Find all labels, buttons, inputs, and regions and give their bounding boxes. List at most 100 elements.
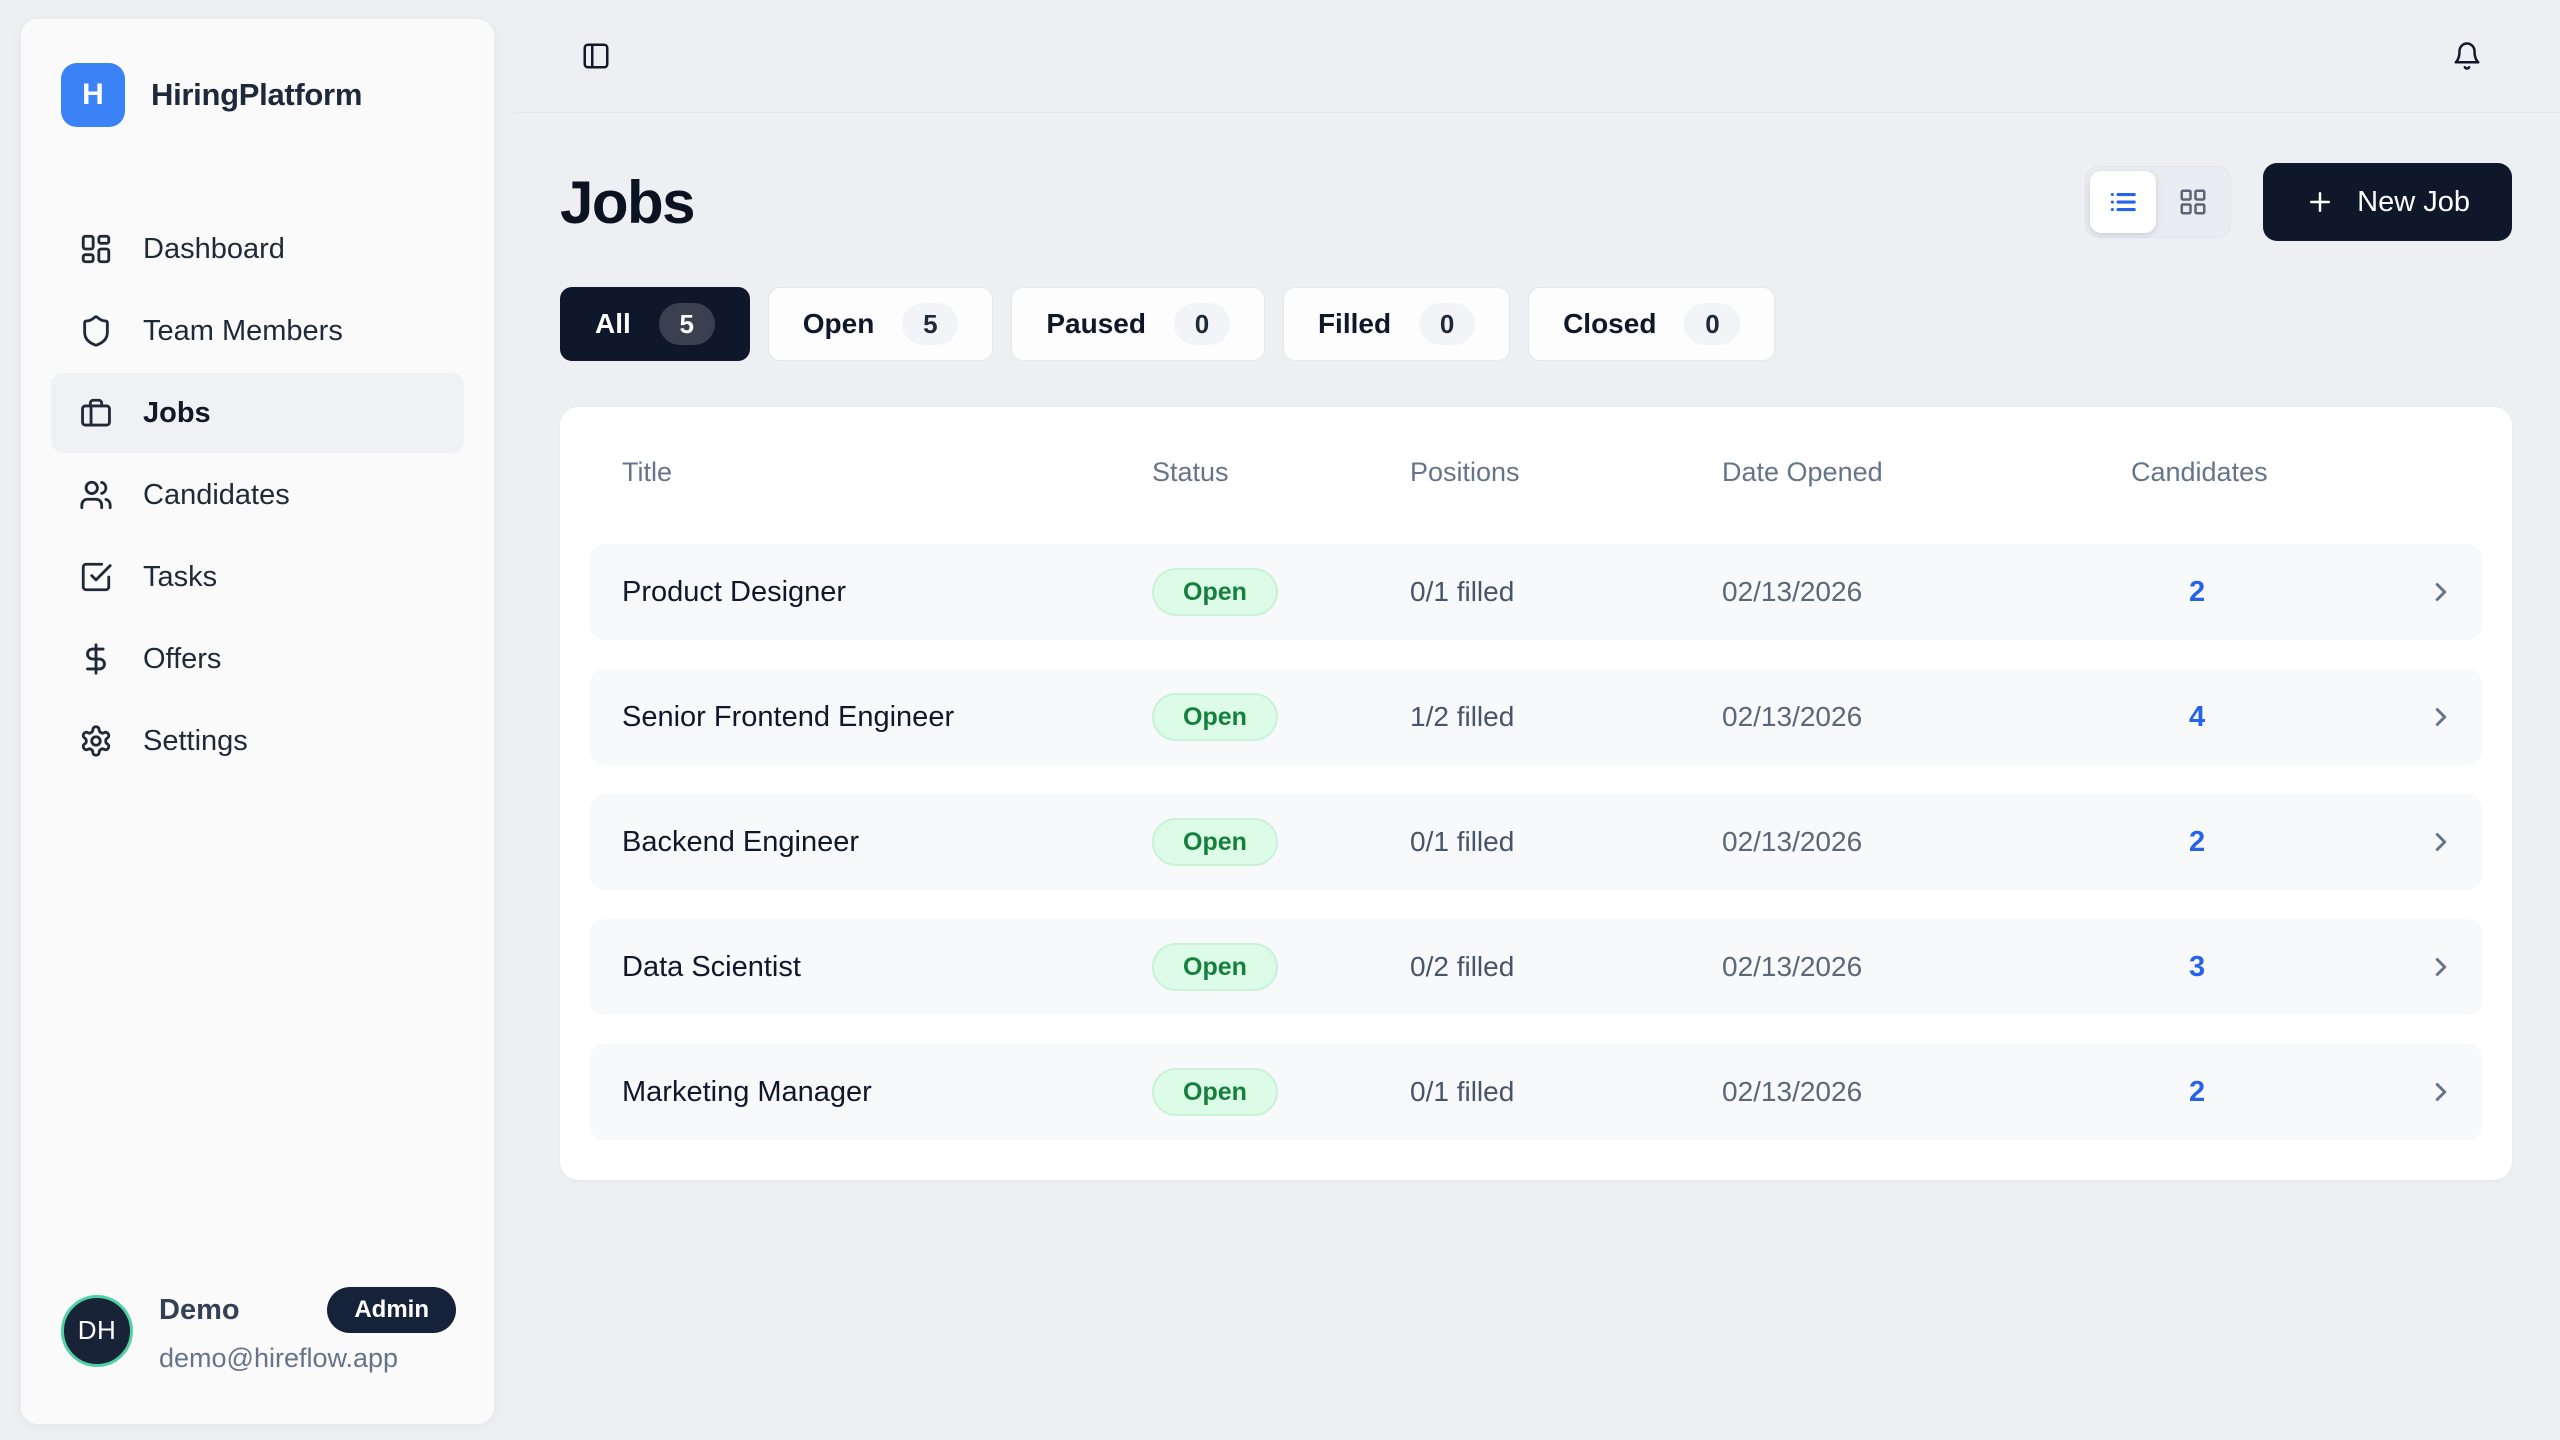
brand-name: HiringPlatform xyxy=(151,77,363,112)
job-candidates-count[interactable]: 4 xyxy=(2189,700,2206,733)
status-badge: Open xyxy=(1152,818,1278,866)
plus-icon xyxy=(2305,187,2335,217)
sidebar-item-team-members[interactable]: Team Members xyxy=(51,291,464,371)
chevron-right-icon[interactable] xyxy=(2426,577,2456,607)
status-badge: Open xyxy=(1152,693,1278,741)
content: Jobs New Job All 5 Open 5 Paused 0 Filled 0 Clos… xyxy=(515,113,2560,1180)
table-row[interactable]: Product Designer Open 0/1 filled 02/13/2… xyxy=(590,544,2482,640)
sidebar-item-candidates[interactable]: Candidates xyxy=(51,455,464,535)
shield-icon xyxy=(79,314,113,348)
filter-label: Paused xyxy=(1046,308,1146,339)
filter-label: Filled xyxy=(1317,308,1392,339)
main-area: Jobs New Job All 5 Open 5 Paused 0 Filled 0 Clos… xyxy=(515,0,2560,1440)
status-badge: Open xyxy=(1152,568,1278,616)
grid-icon xyxy=(2178,187,2208,217)
column-header-positions: Positions xyxy=(1410,457,1520,487)
filter-count-badge: 0 xyxy=(1173,303,1230,345)
brand: H HiringPlatform xyxy=(21,19,494,137)
filter-label: All xyxy=(595,308,631,339)
sidebar-item-label: Dashboard xyxy=(143,232,285,265)
table-row[interactable]: Backend Engineer Open 0/1 filled 02/13/2… xyxy=(590,794,2482,890)
table-row[interactable]: Marketing Manager Open 0/1 filled 02/13/… xyxy=(590,1044,2482,1140)
job-candidates-count[interactable]: 2 xyxy=(2189,575,2206,608)
job-title: Marketing Manager xyxy=(622,1075,872,1108)
job-positions: 0/2 filled xyxy=(1410,951,1515,982)
user-card[interactable]: DH Demo Admin demo@hireflow.app xyxy=(21,1257,494,1424)
table-row[interactable]: Senior Frontend Engineer Open 1/2 filled… xyxy=(590,669,2482,765)
sidebar-toggle-button[interactable] xyxy=(575,35,617,77)
filter-open[interactable]: Open 5 xyxy=(767,287,994,361)
view-mode-list-button[interactable] xyxy=(2090,171,2157,233)
bell-icon xyxy=(2452,41,2482,71)
panel-left-icon xyxy=(581,41,611,71)
job-positions: 1/2 filled xyxy=(1410,701,1515,732)
filter-closed[interactable]: Closed 0 xyxy=(1528,287,1776,361)
sidebar-item-offers[interactable]: Offers xyxy=(51,619,464,699)
new-job-button[interactable]: New Job xyxy=(2263,163,2512,241)
list-icon xyxy=(2108,187,2138,217)
sidebar: H HiringPlatform Dashboard Team Members … xyxy=(20,18,495,1425)
filter-label: Closed xyxy=(1563,308,1657,339)
table-rows: Product Designer Open 0/1 filled 02/13/2… xyxy=(590,544,2482,1140)
sidebar-item-label: Team Members xyxy=(143,314,343,347)
job-date-opened: 02/13/2026 xyxy=(1722,701,1863,732)
job-title: Product Designer xyxy=(622,575,847,608)
sidebar-item-label: Settings xyxy=(143,724,248,757)
new-job-label: New Job xyxy=(2357,185,2470,218)
column-header-candidates: Candidates xyxy=(2131,457,2268,487)
topbar xyxy=(515,0,2560,113)
table-row[interactable]: Data Scientist Open 0/2 filled 02/13/202… xyxy=(590,919,2482,1015)
job-positions: 0/1 filled xyxy=(1410,826,1515,857)
role-badge: Admin xyxy=(327,1287,456,1333)
column-header-status: Status xyxy=(1152,457,1229,487)
dashboard-icon xyxy=(79,232,113,266)
job-candidates-count[interactable]: 2 xyxy=(2189,1075,2206,1108)
chevron-right-icon[interactable] xyxy=(2426,702,2456,732)
avatar: DH xyxy=(61,1294,133,1367)
job-candidates-count[interactable]: 2 xyxy=(2189,825,2206,858)
briefcase-icon xyxy=(79,396,113,430)
job-candidates-count[interactable]: 3 xyxy=(2189,950,2206,983)
sidebar-item-tasks[interactable]: Tasks xyxy=(51,537,464,617)
job-date-opened: 02/13/2026 xyxy=(1722,1076,1863,1107)
view-toggle xyxy=(2085,166,2232,238)
sidebar-nav: Dashboard Team Members Jobs Candidates T… xyxy=(21,209,494,781)
user-email: demo@hireflow.app xyxy=(159,1343,399,1373)
jobs-table: Title Status Positions Date Opened Candidate… xyxy=(560,407,2512,1180)
job-title: Data Scientist xyxy=(622,950,801,983)
column-header-title: Title xyxy=(622,457,673,487)
filter-all[interactable]: All 5 xyxy=(560,287,750,361)
filter-count-badge: 0 xyxy=(1684,303,1741,345)
sidebar-item-label: Jobs xyxy=(143,396,211,429)
status-filters: All 5 Open 5 Paused 0 Filled 0 Closed 0 xyxy=(560,287,2512,361)
view-mode-grid-button[interactable] xyxy=(2160,171,2226,233)
brand-logo: H xyxy=(61,63,125,127)
job-date-opened: 02/13/2026 xyxy=(1722,576,1863,607)
table-header: Title Status Positions Date Opened Candidate… xyxy=(590,443,2482,488)
job-date-opened: 02/13/2026 xyxy=(1722,826,1863,857)
status-badge: Open xyxy=(1152,1068,1278,1116)
chevron-right-icon[interactable] xyxy=(2426,827,2456,857)
check-square-icon xyxy=(79,560,113,594)
chevron-right-icon[interactable] xyxy=(2426,1077,2456,1107)
job-positions: 0/1 filled xyxy=(1410,1076,1515,1107)
status-badge: Open xyxy=(1152,943,1278,991)
sidebar-item-dashboard[interactable]: Dashboard xyxy=(51,209,464,289)
sidebar-item-jobs[interactable]: Jobs xyxy=(51,373,464,453)
notifications-button[interactable] xyxy=(2446,35,2488,77)
filter-count-badge: 5 xyxy=(902,303,959,345)
job-title: Senior Frontend Engineer xyxy=(622,700,955,733)
user-info: Demo Admin demo@hireflow.app xyxy=(159,1287,456,1374)
filter-paused[interactable]: Paused 0 xyxy=(1011,287,1265,361)
dollar-icon xyxy=(79,642,113,676)
users-icon xyxy=(79,478,113,512)
filter-count-badge: 5 xyxy=(658,303,715,345)
sidebar-item-settings[interactable]: Settings xyxy=(51,701,464,781)
sidebar-item-label: Candidates xyxy=(143,478,290,511)
job-title: Backend Engineer xyxy=(622,825,859,858)
chevron-right-icon[interactable] xyxy=(2426,952,2456,982)
job-date-opened: 02/13/2026 xyxy=(1722,951,1863,982)
filter-count-badge: 0 xyxy=(1419,303,1476,345)
column-header-date-opened: Date Opened xyxy=(1722,457,1883,487)
filter-filled[interactable]: Filled 0 xyxy=(1282,287,1511,361)
